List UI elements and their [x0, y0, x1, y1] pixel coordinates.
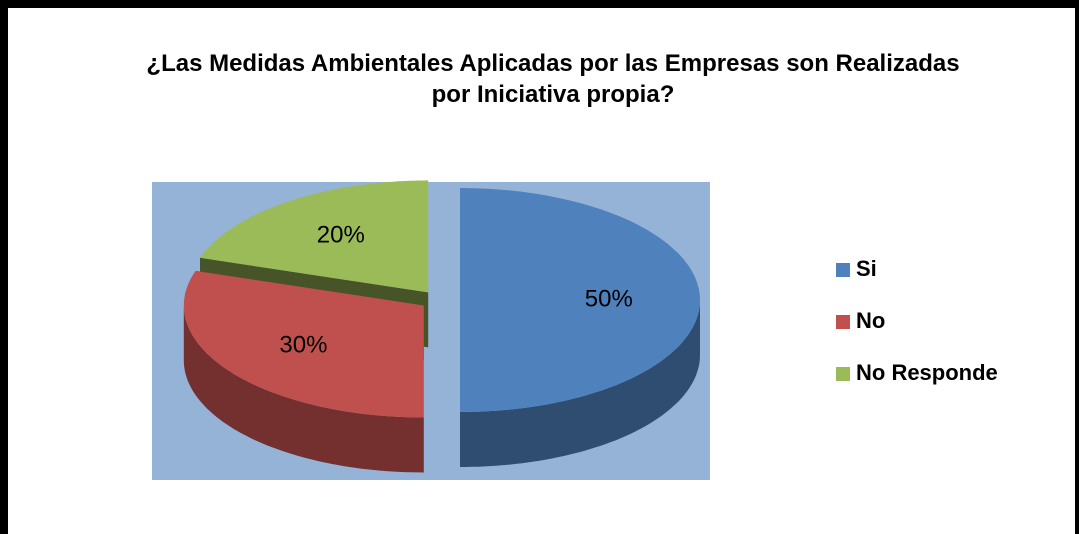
- pie-slice: [460, 188, 700, 412]
- data-label: 50%: [585, 285, 633, 312]
- data-label: 30%: [279, 332, 327, 359]
- pie-slice: [200, 180, 429, 293]
- legend-swatch: [836, 315, 850, 329]
- chart-title: ¿Las Medidas Ambientales Aplicadas por l…: [146, 50, 960, 108]
- slice-side-wall: [460, 300, 700, 467]
- slice-side-wall: [183, 305, 424, 473]
- legend-label: No: [856, 308, 885, 333]
- legend-label: No Responde: [856, 360, 998, 385]
- legend-label: Si: [856, 256, 877, 281]
- data-label: 20%: [317, 222, 365, 249]
- pie-slice: [183, 270, 424, 418]
- legend-swatch: [836, 263, 850, 277]
- legend-swatch: [836, 367, 850, 381]
